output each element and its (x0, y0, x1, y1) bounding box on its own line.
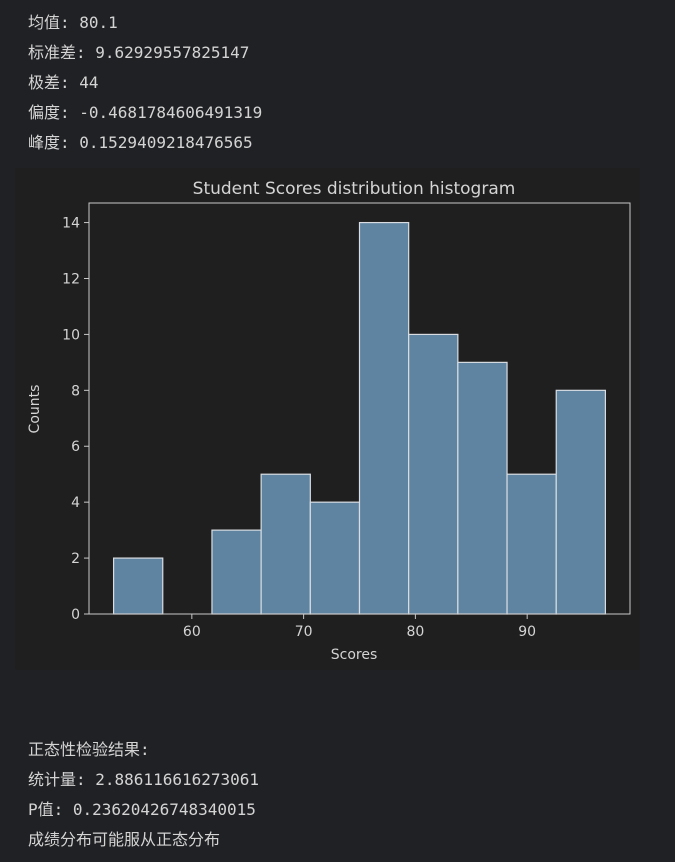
histogram-chart: Student Scores distribution histogram 60… (27, 179, 631, 663)
histogram-bar-0 (112, 557, 164, 615)
x-ticks: 60 70 80 90 (183, 614, 536, 640)
x-tick-label: 60 (183, 624, 201, 640)
chart-title: Student Scores distribution histogram (193, 179, 516, 199)
test-conclusion: 成绩分布可能服从正态分布 (28, 830, 221, 849)
histogram-bar-4 (309, 501, 361, 615)
histogram-bar-9 (555, 389, 607, 615)
test-pvalue: P值: 0.23620426748340015 (28, 800, 256, 819)
y-tick-label: 12 (62, 271, 80, 287)
x-tick-label: 80 (406, 624, 424, 640)
normality-test-result: 正态性检验结果: 统计量: 2.886116616273061 P值: 0.23… (28, 735, 648, 855)
range-line: 极差: 44 (28, 73, 99, 92)
std-line: 标准差: 9.62929557825147 (28, 43, 250, 62)
y-axis-label: Counts (27, 385, 43, 434)
test-statistic: 统计量: 2.886116616273061 (28, 770, 260, 789)
bars-group (112, 221, 607, 615)
histogram-bar-6 (408, 333, 459, 615)
skewness-line: 偏度: -0.4681784606491319 (28, 103, 263, 122)
y-tick-label: 2 (71, 551, 80, 567)
histogram-bar-7 (457, 361, 508, 615)
histogram-bar-5 (358, 221, 410, 615)
y-tick-label: 4 (71, 495, 80, 511)
statistics-summary: 均值: 80.1 标准差: 9.62929557825147 极差: 44 偏度… (28, 8, 648, 158)
y-tick-label: 14 (62, 216, 80, 232)
x-tick-label: 90 (518, 624, 536, 640)
y-tick-label: 6 (71, 439, 80, 455)
x-axis-label: Scores (331, 647, 378, 663)
x-tick-label: 70 (295, 624, 313, 640)
histogram-bar-2 (211, 529, 262, 615)
histogram-figure: Student Scores distribution histogram 60… (15, 168, 640, 670)
y-tick-label: 0 (71, 607, 80, 623)
y-tick-label: 10 (62, 327, 80, 343)
kurtosis-line: 峰度: 0.1529409218476565 (28, 133, 253, 152)
histogram-bar-8 (506, 473, 557, 615)
y-ticks: 0 2 4 6 8 10 12 14 (62, 216, 89, 623)
axes-frame (88, 202, 631, 615)
histogram-bar-3 (260, 473, 311, 615)
mean-line: 均值: 80.1 (28, 13, 118, 32)
test-heading: 正态性检验结果: (28, 740, 150, 759)
y-tick-label: 8 (71, 383, 80, 399)
